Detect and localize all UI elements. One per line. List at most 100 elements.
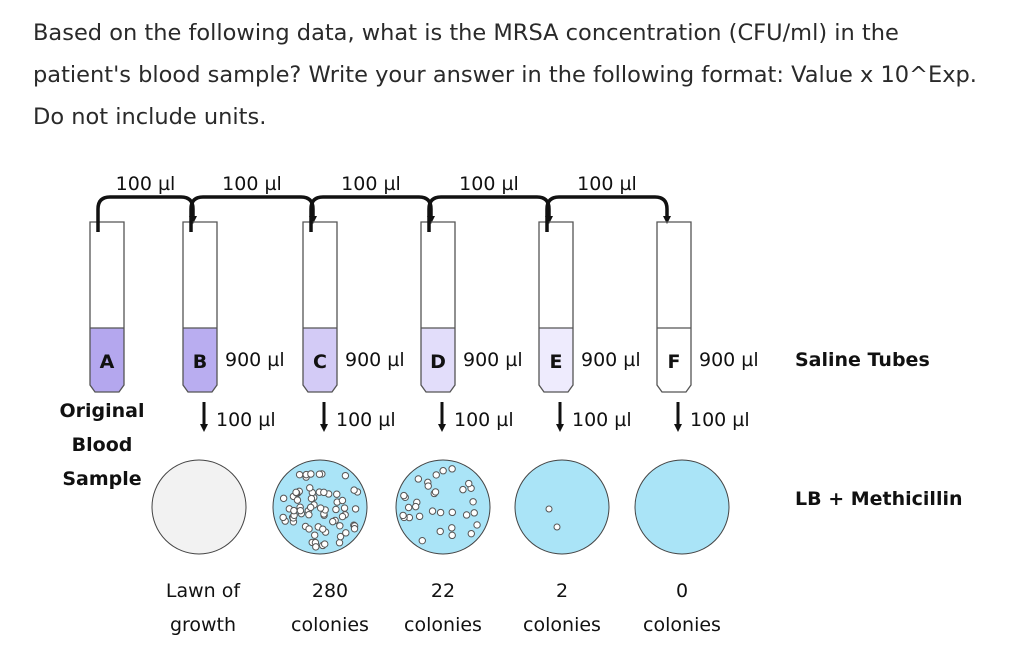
colony <box>306 484 314 492</box>
plating-volume-label: 100 µl <box>454 409 514 431</box>
colony <box>431 488 440 496</box>
colony <box>316 504 325 512</box>
test-tube <box>656 221 692 393</box>
tube-letter: B <box>193 351 207 373</box>
colony <box>307 494 316 503</box>
colony <box>448 524 456 532</box>
tube-liquid <box>303 328 337 392</box>
plating-volume-label: 100 µl <box>216 409 276 431</box>
agar-plate <box>151 459 247 555</box>
tube-liquid <box>90 328 124 392</box>
plating-volume-label: 100 µl <box>572 409 632 431</box>
colony <box>340 504 349 512</box>
tube-letter: A <box>100 351 115 373</box>
colony <box>319 525 327 533</box>
colony <box>296 506 305 515</box>
tube-letter: C <box>313 351 327 373</box>
colony <box>338 496 347 505</box>
plating-volume-label: 100 µl <box>336 409 396 431</box>
colony <box>290 506 298 515</box>
transfer-label: 100 µl <box>222 173 282 195</box>
transfer-arrow <box>545 195 671 232</box>
tube-letter: D <box>430 351 446 373</box>
tube-volume: 900 µl <box>463 349 523 371</box>
tube-liquid <box>421 328 455 392</box>
original-blood-sample-label: Original <box>59 400 144 422</box>
colony <box>307 470 315 478</box>
colony <box>332 505 340 514</box>
transfer-arrow <box>427 195 553 232</box>
original-blood-sample-label: Blood <box>72 434 133 456</box>
tube-volume: 900 µl <box>581 349 641 371</box>
colony <box>295 470 304 479</box>
colony <box>305 511 313 519</box>
tube-volume: 900 µl <box>225 349 285 371</box>
colony <box>336 532 345 541</box>
plate-count-label: 280 <box>312 580 348 602</box>
colony <box>305 525 313 533</box>
transfer-label: 100 µl <box>577 173 637 195</box>
colony <box>292 488 300 497</box>
plate-colonies-label: growth <box>170 614 236 636</box>
colony <box>342 529 350 537</box>
colony <box>341 471 350 480</box>
colony <box>473 521 481 529</box>
transfer-label: 100 µl <box>341 173 401 195</box>
colony <box>279 494 288 503</box>
tube-letter: E <box>550 351 563 373</box>
colony <box>428 507 437 515</box>
colony <box>338 512 347 521</box>
colony <box>459 485 467 494</box>
plate-colonies-label: colonies <box>404 614 482 636</box>
colony <box>439 467 447 475</box>
colony <box>335 539 344 547</box>
colony <box>333 490 341 498</box>
colony <box>415 512 424 521</box>
colony <box>469 498 477 506</box>
colony <box>279 513 287 522</box>
colony <box>414 475 423 483</box>
plate-count-label: 2 <box>556 580 568 602</box>
colony <box>329 517 337 526</box>
colony <box>467 529 475 538</box>
colony <box>400 491 408 500</box>
transfer-arrow <box>96 195 197 232</box>
colony <box>462 511 471 519</box>
tube-letter: F <box>668 351 681 373</box>
transfer-label: 100 µl <box>459 173 519 195</box>
colony <box>448 531 456 540</box>
plate-colonies-label: colonies <box>291 614 369 636</box>
transfer-label: 100 µl <box>116 173 176 195</box>
colony <box>311 531 319 539</box>
test-tube <box>182 221 218 393</box>
colony <box>315 470 324 478</box>
colony <box>404 503 413 512</box>
medium-label: LB + Methicillin <box>795 488 963 510</box>
colony <box>350 525 359 533</box>
colony <box>321 540 329 548</box>
test-tube <box>420 221 456 393</box>
plate-count-label: 22 <box>431 580 455 602</box>
tube-liquid <box>183 328 217 392</box>
colony <box>448 508 457 517</box>
colony <box>320 488 328 497</box>
tube-liquid <box>657 328 691 392</box>
colony <box>545 505 553 513</box>
test-tube <box>89 221 125 393</box>
colony <box>293 496 302 504</box>
colony <box>336 522 344 530</box>
plate-count-label: 0 <box>676 580 688 602</box>
colony <box>424 482 432 490</box>
colony <box>436 527 444 536</box>
transfer-arrow <box>189 195 317 232</box>
colony <box>351 505 360 513</box>
tube-volume: 900 µl <box>345 349 405 371</box>
original-blood-sample-label: Sample <box>62 468 141 490</box>
colony <box>553 523 561 531</box>
plate-colonies-label: colonies <box>523 614 601 636</box>
test-tube <box>538 221 574 393</box>
colony <box>448 465 456 473</box>
agar-plate <box>634 459 730 555</box>
colony <box>399 511 407 520</box>
